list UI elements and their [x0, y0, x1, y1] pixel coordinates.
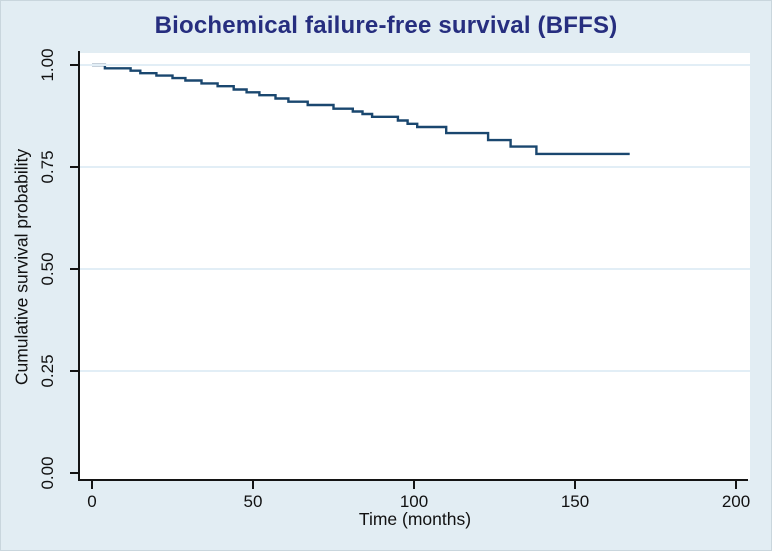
x-axis-title: Time (months): [358, 509, 472, 529]
km-curve: [92, 63, 630, 156]
x-tick: [252, 481, 254, 489]
y-gridline: [80, 64, 750, 66]
y-tick: [70, 64, 78, 66]
y-tick-label: 1.00: [38, 48, 57, 82]
x-axis-line: [78, 479, 748, 481]
y-tick: [70, 166, 78, 168]
y-tick-label: 0.50: [38, 252, 57, 286]
y-axis-line: [78, 51, 80, 481]
y-gridline: [80, 166, 750, 168]
y-gridline: [80, 268, 750, 270]
y-tick: [70, 472, 78, 474]
y-tick: [70, 370, 78, 372]
x-tick-label: 150: [560, 492, 590, 511]
x-tick-label: 50: [243, 492, 263, 511]
plot-area: [80, 53, 750, 480]
x-tick-label: 0: [87, 492, 97, 511]
x-tick: [574, 481, 576, 489]
x-tick: [91, 481, 93, 489]
x-tick-label: 100: [399, 492, 429, 511]
y-tick-label: 0.00: [38, 456, 57, 490]
x-tick: [735, 481, 737, 489]
y-tick-label: 0.25: [38, 354, 57, 388]
survival-curve-svg: [92, 63, 630, 156]
y-axis-title: Cumulative survival probability: [11, 148, 32, 386]
chart-title: Biochemical failure-free survival (BFFS): [154, 12, 618, 39]
y-tick: [70, 268, 78, 270]
y-tick-label: 0.75: [38, 150, 57, 184]
x-tick-label: 200: [721, 492, 751, 511]
y-gridline: [80, 370, 750, 372]
x-tick: [413, 481, 415, 489]
